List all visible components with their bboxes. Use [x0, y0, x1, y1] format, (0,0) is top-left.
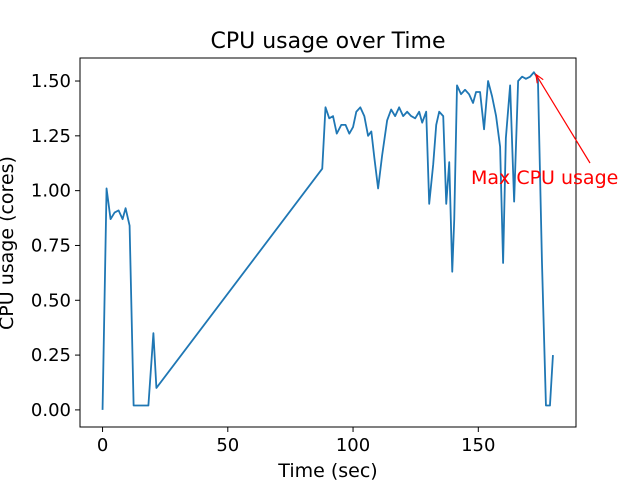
x-tick-label: 50	[216, 435, 239, 456]
annotation-text: Max CPU usage	[471, 167, 618, 189]
y-tick-label: 0.50	[31, 290, 71, 311]
x-axis-label: Time (sec)	[277, 460, 377, 480]
y-tick-label: 1.25	[31, 126, 71, 147]
y-axis-label: CPU usage (cores)	[0, 156, 18, 330]
x-tick-label: 150	[461, 435, 495, 456]
data-line	[101, 71, 554, 410]
y-tick-label: 0.25	[31, 345, 71, 366]
x-tick-label: 100	[336, 435, 370, 456]
y-tick-label: 1.00	[31, 181, 71, 202]
chart-title: CPU usage over Time	[211, 29, 446, 54]
y-tick-label: 0.75	[31, 235, 71, 256]
annotation-arrowhead	[535, 73, 544, 84]
annotation-arrow	[535, 74, 591, 164]
y-tick-label: 0.00	[31, 400, 71, 421]
plot-frame	[79, 57, 577, 428]
x-tick-label: 0	[97, 435, 108, 456]
y-tick-label: 1.50	[31, 71, 71, 92]
